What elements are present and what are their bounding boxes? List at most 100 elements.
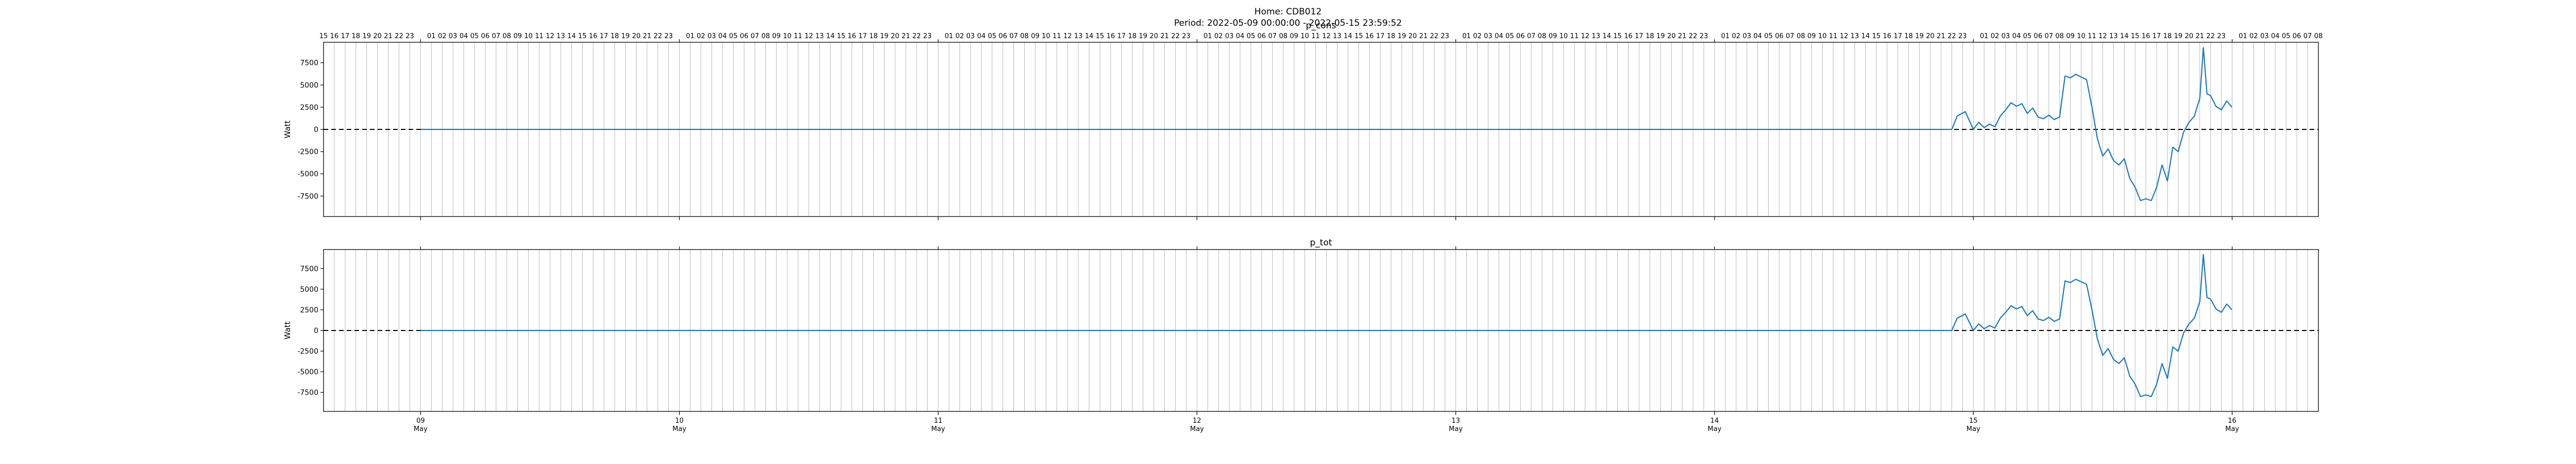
hour-tick-label: 05 xyxy=(1505,32,1514,40)
hour-tick-label: 01 xyxy=(1462,32,1471,40)
hour-tick-label: 17 xyxy=(1893,32,1902,40)
hour-tick-label: 15 xyxy=(578,32,587,40)
hour-tick-label: 16 xyxy=(589,32,598,40)
hour-tick-label: 09 xyxy=(2066,32,2075,40)
hour-tick-label: 21 xyxy=(384,32,393,40)
hour-tick-label: 11 xyxy=(1570,32,1579,40)
hour-tick-label: 11 xyxy=(1053,32,1061,40)
x-tick-label-month: May xyxy=(2225,425,2239,433)
x-tick-label-month: May xyxy=(1449,425,1463,433)
hour-tick-label: 19 xyxy=(621,32,630,40)
hour-tick-label: 17 xyxy=(341,32,350,40)
y-axis-label: Watt xyxy=(283,321,292,339)
x-tick-label-month: May xyxy=(414,425,428,433)
hour-tick-label: 09 xyxy=(1031,32,1040,40)
hour-tick-label: 21 xyxy=(643,32,652,40)
hour-tick-label: 11 xyxy=(535,32,544,40)
hour-tick-label: 16 xyxy=(330,32,339,40)
panel-title: p_tot xyxy=(1310,238,1332,248)
hour-tick-label: 06 xyxy=(1775,32,1784,40)
hour-tick-label: 03 xyxy=(449,32,457,40)
hour-tick-label: 17 xyxy=(1635,32,1643,40)
hour-tick-label: 23 xyxy=(2217,32,2226,40)
figure-title-home: Home: CDB012 xyxy=(1255,7,1321,17)
hour-tick-label: 22 xyxy=(912,32,921,40)
hour-tick-label: 21 xyxy=(2195,32,2204,40)
hour-tick-label: 04 xyxy=(2271,32,2280,40)
hour-tick-label: 05 xyxy=(988,32,996,40)
hour-tick-label: 17 xyxy=(600,32,608,40)
hour-tick-label: 17 xyxy=(1376,32,1385,40)
hour-tick-label: 04 xyxy=(977,32,986,40)
x-tick-label-day: 14 xyxy=(1710,417,1719,425)
hour-tick-label: 02 xyxy=(438,32,447,40)
hour-tick-label: 16 xyxy=(1883,32,1892,40)
hour-tick-label: 08 xyxy=(1020,32,1029,40)
hour-tick-label: 09 xyxy=(1807,32,1816,40)
hour-tick-label: 18 xyxy=(1128,32,1137,40)
y-axis: -7500 -5000 -2500 0 2500 5000 7500 xyxy=(297,59,324,201)
hour-tick-label: 03 xyxy=(2260,32,2269,40)
x-tick-label-day: 15 xyxy=(1969,417,1978,425)
hour-tick-label: 02 xyxy=(1214,32,1223,40)
x-tick-label-day: 12 xyxy=(1193,417,1201,425)
hour-tick-label: 05 xyxy=(729,32,738,40)
hour-tick-label: 13 xyxy=(2109,32,2118,40)
x-tick-label-day: 09 xyxy=(416,417,425,425)
hour-tick-label: 18 xyxy=(1646,32,1654,40)
hour-tick-label: 16 xyxy=(2142,32,2150,40)
hour-tick-label: 02 xyxy=(697,32,705,40)
hour-tick-label: 13 xyxy=(1333,32,1342,40)
hour-tick-label: 22 xyxy=(1430,32,1438,40)
hour-tick-label: 04 xyxy=(2012,32,2021,40)
hour-tick-label: 11 xyxy=(794,32,803,40)
y-tick-label: 7500 xyxy=(300,59,318,68)
hour-tick-label: 10 xyxy=(1300,32,1309,40)
hour-tick-label: 21 xyxy=(1937,32,1945,40)
hour-tick-label: 03 xyxy=(1484,32,1493,40)
hour-tick-label: 06 xyxy=(1516,32,1525,40)
y-tick-label: -7500 xyxy=(297,389,318,397)
hour-tick-label: 22 xyxy=(1947,32,1956,40)
hour-tick-label: 04 xyxy=(718,32,727,40)
y-tick-label: 0 xyxy=(314,126,318,134)
hour-tick-label: 16 xyxy=(1624,32,1633,40)
panel-title: p_cons xyxy=(1306,21,1336,31)
x-tick-label-day: 13 xyxy=(1451,417,1460,425)
hour-tick-label: 02 xyxy=(1473,32,1482,40)
x-tick-label-day: 10 xyxy=(675,417,684,425)
hour-tick-label: 20 xyxy=(1667,32,1676,40)
hour-tick-label: 07 xyxy=(751,32,759,40)
hour-tick-label: 22 xyxy=(654,32,663,40)
hour-tick-label: 05 xyxy=(2023,32,2032,40)
hour-tick-label: 13 xyxy=(1851,32,1859,40)
hour-tick-label: 08 xyxy=(503,32,512,40)
hour-tick-label: 18 xyxy=(2163,32,2172,40)
hour-tick-label: 03 xyxy=(2002,32,2010,40)
hour-tick-label: 21 xyxy=(1419,32,1428,40)
hour-tick-label: 19 xyxy=(1656,32,1665,40)
hour-tick-label: 10 xyxy=(1560,32,1568,40)
series-line xyxy=(420,254,2233,397)
x-tick-label-month: May xyxy=(931,425,945,433)
hour-tick-label: 23 xyxy=(405,32,414,40)
hour-tick-label: 08 xyxy=(1538,32,1547,40)
hour-tick-label: 13 xyxy=(1591,32,1600,40)
hour-tick-label: 20 xyxy=(1149,32,1158,40)
hour-tick-label: 12 xyxy=(546,32,554,40)
hour-tick-label: 10 xyxy=(524,32,533,40)
hour-tick-label: 06 xyxy=(481,32,490,40)
hour-tick-label: 14 xyxy=(567,32,576,40)
hour-tick-label: 10 xyxy=(1818,32,1827,40)
y-tick-label: -2500 xyxy=(297,148,318,156)
hour-tick-label: 19 xyxy=(1139,32,1147,40)
hour-tick-label: 06 xyxy=(2034,32,2043,40)
hour-tick-label: 22 xyxy=(395,32,403,40)
hour-tick-label: 17 xyxy=(2153,32,2161,40)
hour-tick-label: 20 xyxy=(632,32,641,40)
hour-tick-label: 10 xyxy=(783,32,792,40)
hour-tick-label: 23 xyxy=(1700,32,1708,40)
hour-tick-label: 04 xyxy=(1495,32,1503,40)
